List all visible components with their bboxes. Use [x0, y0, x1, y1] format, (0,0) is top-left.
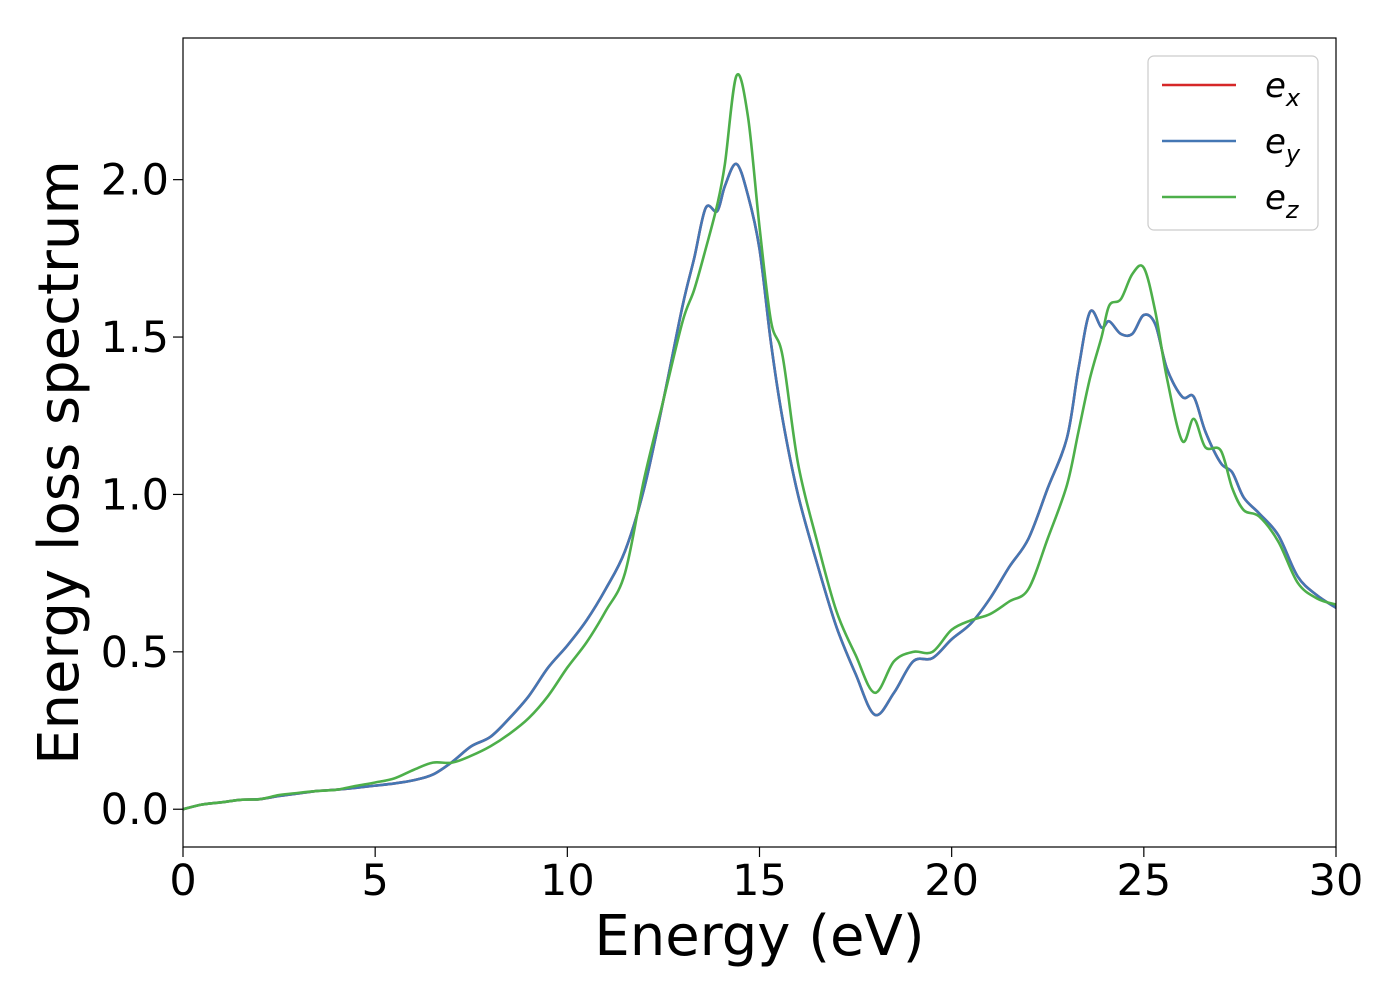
x-tick-label: 30 — [1309, 856, 1364, 906]
legend-label-subscript: y — [1285, 140, 1301, 168]
legend-label-subscript: z — [1285, 196, 1300, 224]
legend-label-base: e — [1265, 66, 1286, 106]
y-tick-label: 0.5 — [101, 628, 169, 678]
legend-label-subscript: x — [1285, 84, 1301, 112]
x-tick-label: 20 — [924, 856, 979, 906]
series-line-e-z — [183, 72, 1336, 811]
x-tick-label: 15 — [732, 856, 787, 906]
legend-label: ez — [1265, 178, 1300, 224]
x-tick-label: 5 — [361, 856, 388, 906]
legend-label: ex — [1265, 66, 1301, 112]
y-axis-title: Energy loss spectrum — [27, 160, 92, 765]
series-line-e-x — [183, 162, 1336, 811]
y-tick-label: 1.0 — [101, 470, 169, 520]
x-tick-label: 10 — [540, 856, 595, 906]
x-axis: 0 5 10 15 20 25 30 — [169, 847, 1363, 906]
series-line-e-y — [183, 162, 1336, 811]
y-tick-label: 0.0 — [101, 785, 169, 835]
legend-label-base: e — [1265, 122, 1286, 162]
legend-label: ey — [1265, 122, 1301, 168]
x-tick-label: 25 — [1116, 856, 1171, 906]
legend-label-base: e — [1265, 178, 1286, 218]
series-layer — [183, 72, 1336, 811]
y-tick-label: 1.5 — [101, 313, 169, 363]
legend-box — [1147, 55, 1319, 231]
x-axis-title: Energy (eV) — [594, 904, 924, 969]
y-tick-label: 2.0 — [101, 156, 169, 206]
y-axis: 0.0 0.5 1.0 1.5 2.0 — [101, 156, 183, 835]
x-tick-label: 0 — [169, 856, 196, 906]
